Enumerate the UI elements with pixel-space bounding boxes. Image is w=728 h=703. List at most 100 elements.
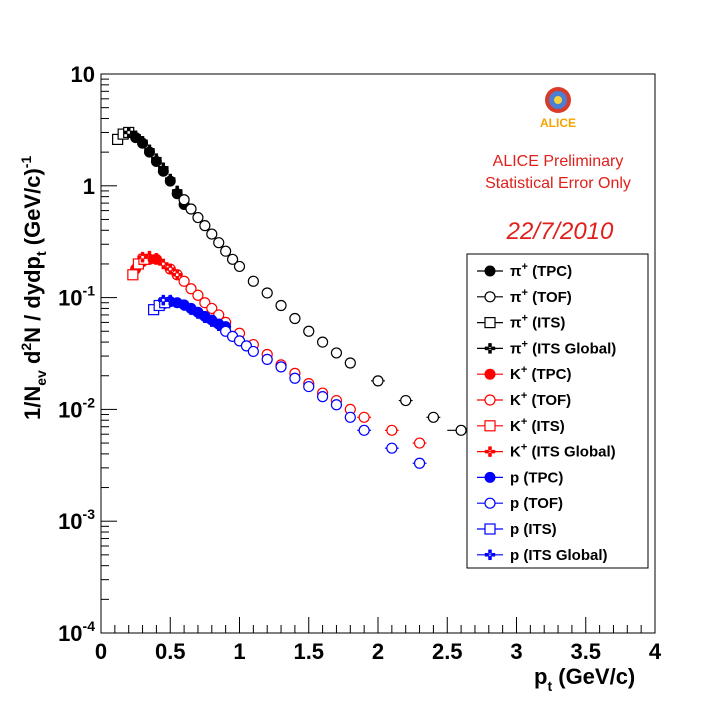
legend-marker (484, 343, 496, 354)
data-point (185, 304, 197, 315)
legend-entry: p (ITS Global) (477, 547, 608, 564)
series (158, 294, 224, 332)
data-point (289, 372, 301, 384)
legend-label: K+ (TPC) (510, 364, 571, 383)
data-point (289, 312, 301, 325)
legend-marker (484, 394, 496, 406)
legend-marker (484, 420, 496, 432)
data-point (144, 144, 155, 156)
data-point (165, 173, 176, 185)
data-point (455, 424, 467, 436)
series (220, 325, 427, 469)
data-point (427, 411, 439, 423)
legend-box (466, 253, 649, 569)
data-point (206, 302, 218, 315)
data-point (206, 316, 218, 327)
legend-entry: K+ (TPC) (477, 364, 571, 383)
x-axis-title-main: p (534, 664, 547, 689)
legend-entry: p (ITS) (477, 521, 557, 538)
legend-label: p (ITS) (510, 521, 557, 538)
data-point (220, 245, 232, 257)
legend-entry: K+ (ITS Global) (477, 442, 616, 461)
data-point (130, 130, 141, 142)
x-tick-label: 2 (372, 639, 384, 664)
data-point (199, 220, 211, 232)
data-point (303, 325, 315, 337)
data-layer (112, 126, 475, 469)
x-axis-ticks: 0 0.5 1 1.5 2 2.5 3 3.5 4 (95, 617, 662, 664)
x-axis-title-unit: (GeV/c) (552, 664, 635, 689)
preliminary-label: ALICE Preliminary (493, 153, 624, 170)
y-tick-label: 1 (83, 174, 95, 199)
legend-label: K+ (ITS) (510, 416, 565, 435)
data-point (358, 424, 370, 436)
x-tick-label: 0.5 (155, 639, 186, 664)
data-point (413, 457, 426, 469)
data-point (185, 283, 197, 295)
x-tick-label: 1.5 (293, 639, 324, 664)
data-point (158, 258, 169, 270)
date-label: 22/7/2010 (506, 218, 614, 245)
legend-label: π+ (TPC) (510, 261, 572, 280)
data-point (171, 269, 183, 281)
data-point (158, 162, 169, 174)
legend-label: K+ (TOF) (510, 390, 571, 409)
legend-entry: π+ (TPC) (477, 261, 572, 280)
x-tick-label: 0 (95, 639, 107, 664)
legend-entry: π+ (TOF) (477, 287, 572, 306)
x-tick-label: 3.5 (570, 639, 601, 664)
legend-marker (484, 291, 496, 303)
data-point (247, 275, 259, 287)
data-point (261, 353, 273, 366)
data-point (127, 269, 139, 281)
data-point (151, 252, 162, 264)
y-tick-label: 10-2 (58, 394, 95, 422)
data-point (192, 211, 204, 224)
x-axis-title-sub: t (547, 678, 552, 694)
data-point (413, 437, 426, 449)
data-point (261, 287, 273, 299)
legend-marker (484, 446, 496, 457)
series (123, 127, 183, 197)
legend-entry: π+ (ITS Global) (477, 338, 616, 357)
legend-entry: p (TOF) (477, 495, 563, 512)
legend-label: p (TOF) (510, 495, 563, 512)
data-point (151, 153, 162, 164)
legend: π+ (TPC) π+ (TOF) π+ (ITS) π+ (ITS Global) K… (466, 253, 649, 569)
data-point (344, 411, 356, 423)
y-tick-label: 10 (71, 62, 95, 87)
data-point (400, 394, 412, 407)
legend-label: π+ (TOF) (510, 287, 572, 306)
series (137, 250, 183, 281)
legend-entry: K+ (TOF) (477, 390, 571, 409)
data-point (165, 263, 176, 275)
x-tick-label: 1 (233, 639, 245, 664)
data-point (226, 253, 239, 265)
data-point (185, 203, 197, 215)
legend-marker (484, 368, 496, 380)
legend-marker (484, 471, 496, 483)
data-point (317, 336, 329, 348)
legend-marker (484, 265, 496, 277)
data-point (233, 260, 246, 273)
data-point (123, 127, 134, 138)
legend-label: π+ (ITS) (510, 313, 565, 332)
legend-entry: p (TPC) (477, 469, 563, 486)
x-tick-label: 2.5 (432, 639, 463, 664)
y-axis-ticks: 10 1 10-1 10-2 10-3 10-4 (58, 62, 117, 646)
y-tick-label: 10-4 (58, 618, 95, 646)
legend-marker (484, 317, 496, 329)
legend-marker (484, 497, 496, 509)
legend-label: K+ (ITS Global) (510, 442, 616, 461)
statistical-error-label: Statistical Error Only (485, 175, 631, 192)
x-axis-title: pt (GeV/c) (534, 664, 635, 694)
data-point (344, 357, 356, 369)
data-point (386, 424, 398, 436)
legend-entry: π+ (ITS) (477, 313, 565, 332)
data-point (330, 399, 343, 411)
x-tick-label: 4 (649, 639, 662, 664)
data-point (213, 320, 224, 332)
series (178, 194, 475, 436)
x-tick-label: 3 (510, 639, 522, 664)
legend-entry: K+ (ITS) (477, 416, 565, 435)
